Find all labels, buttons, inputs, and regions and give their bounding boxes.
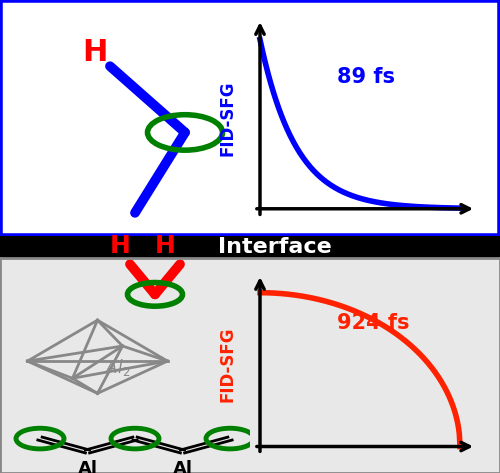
Text: Al: Al [172, 460, 193, 473]
Text: H: H [82, 37, 108, 67]
Text: Al: Al [78, 460, 98, 473]
Text: H: H [154, 234, 176, 258]
Text: 89 fs: 89 fs [338, 67, 396, 87]
Text: FID-SFG: FID-SFG [218, 326, 236, 402]
Text: 924 fs: 924 fs [338, 313, 410, 333]
Text: Al$_2$: Al$_2$ [105, 357, 130, 378]
Text: time: time [344, 260, 386, 278]
Text: Interface: Interface [218, 237, 332, 257]
Text: FID-SFG: FID-SFG [218, 80, 236, 156]
Text: H: H [110, 234, 130, 258]
